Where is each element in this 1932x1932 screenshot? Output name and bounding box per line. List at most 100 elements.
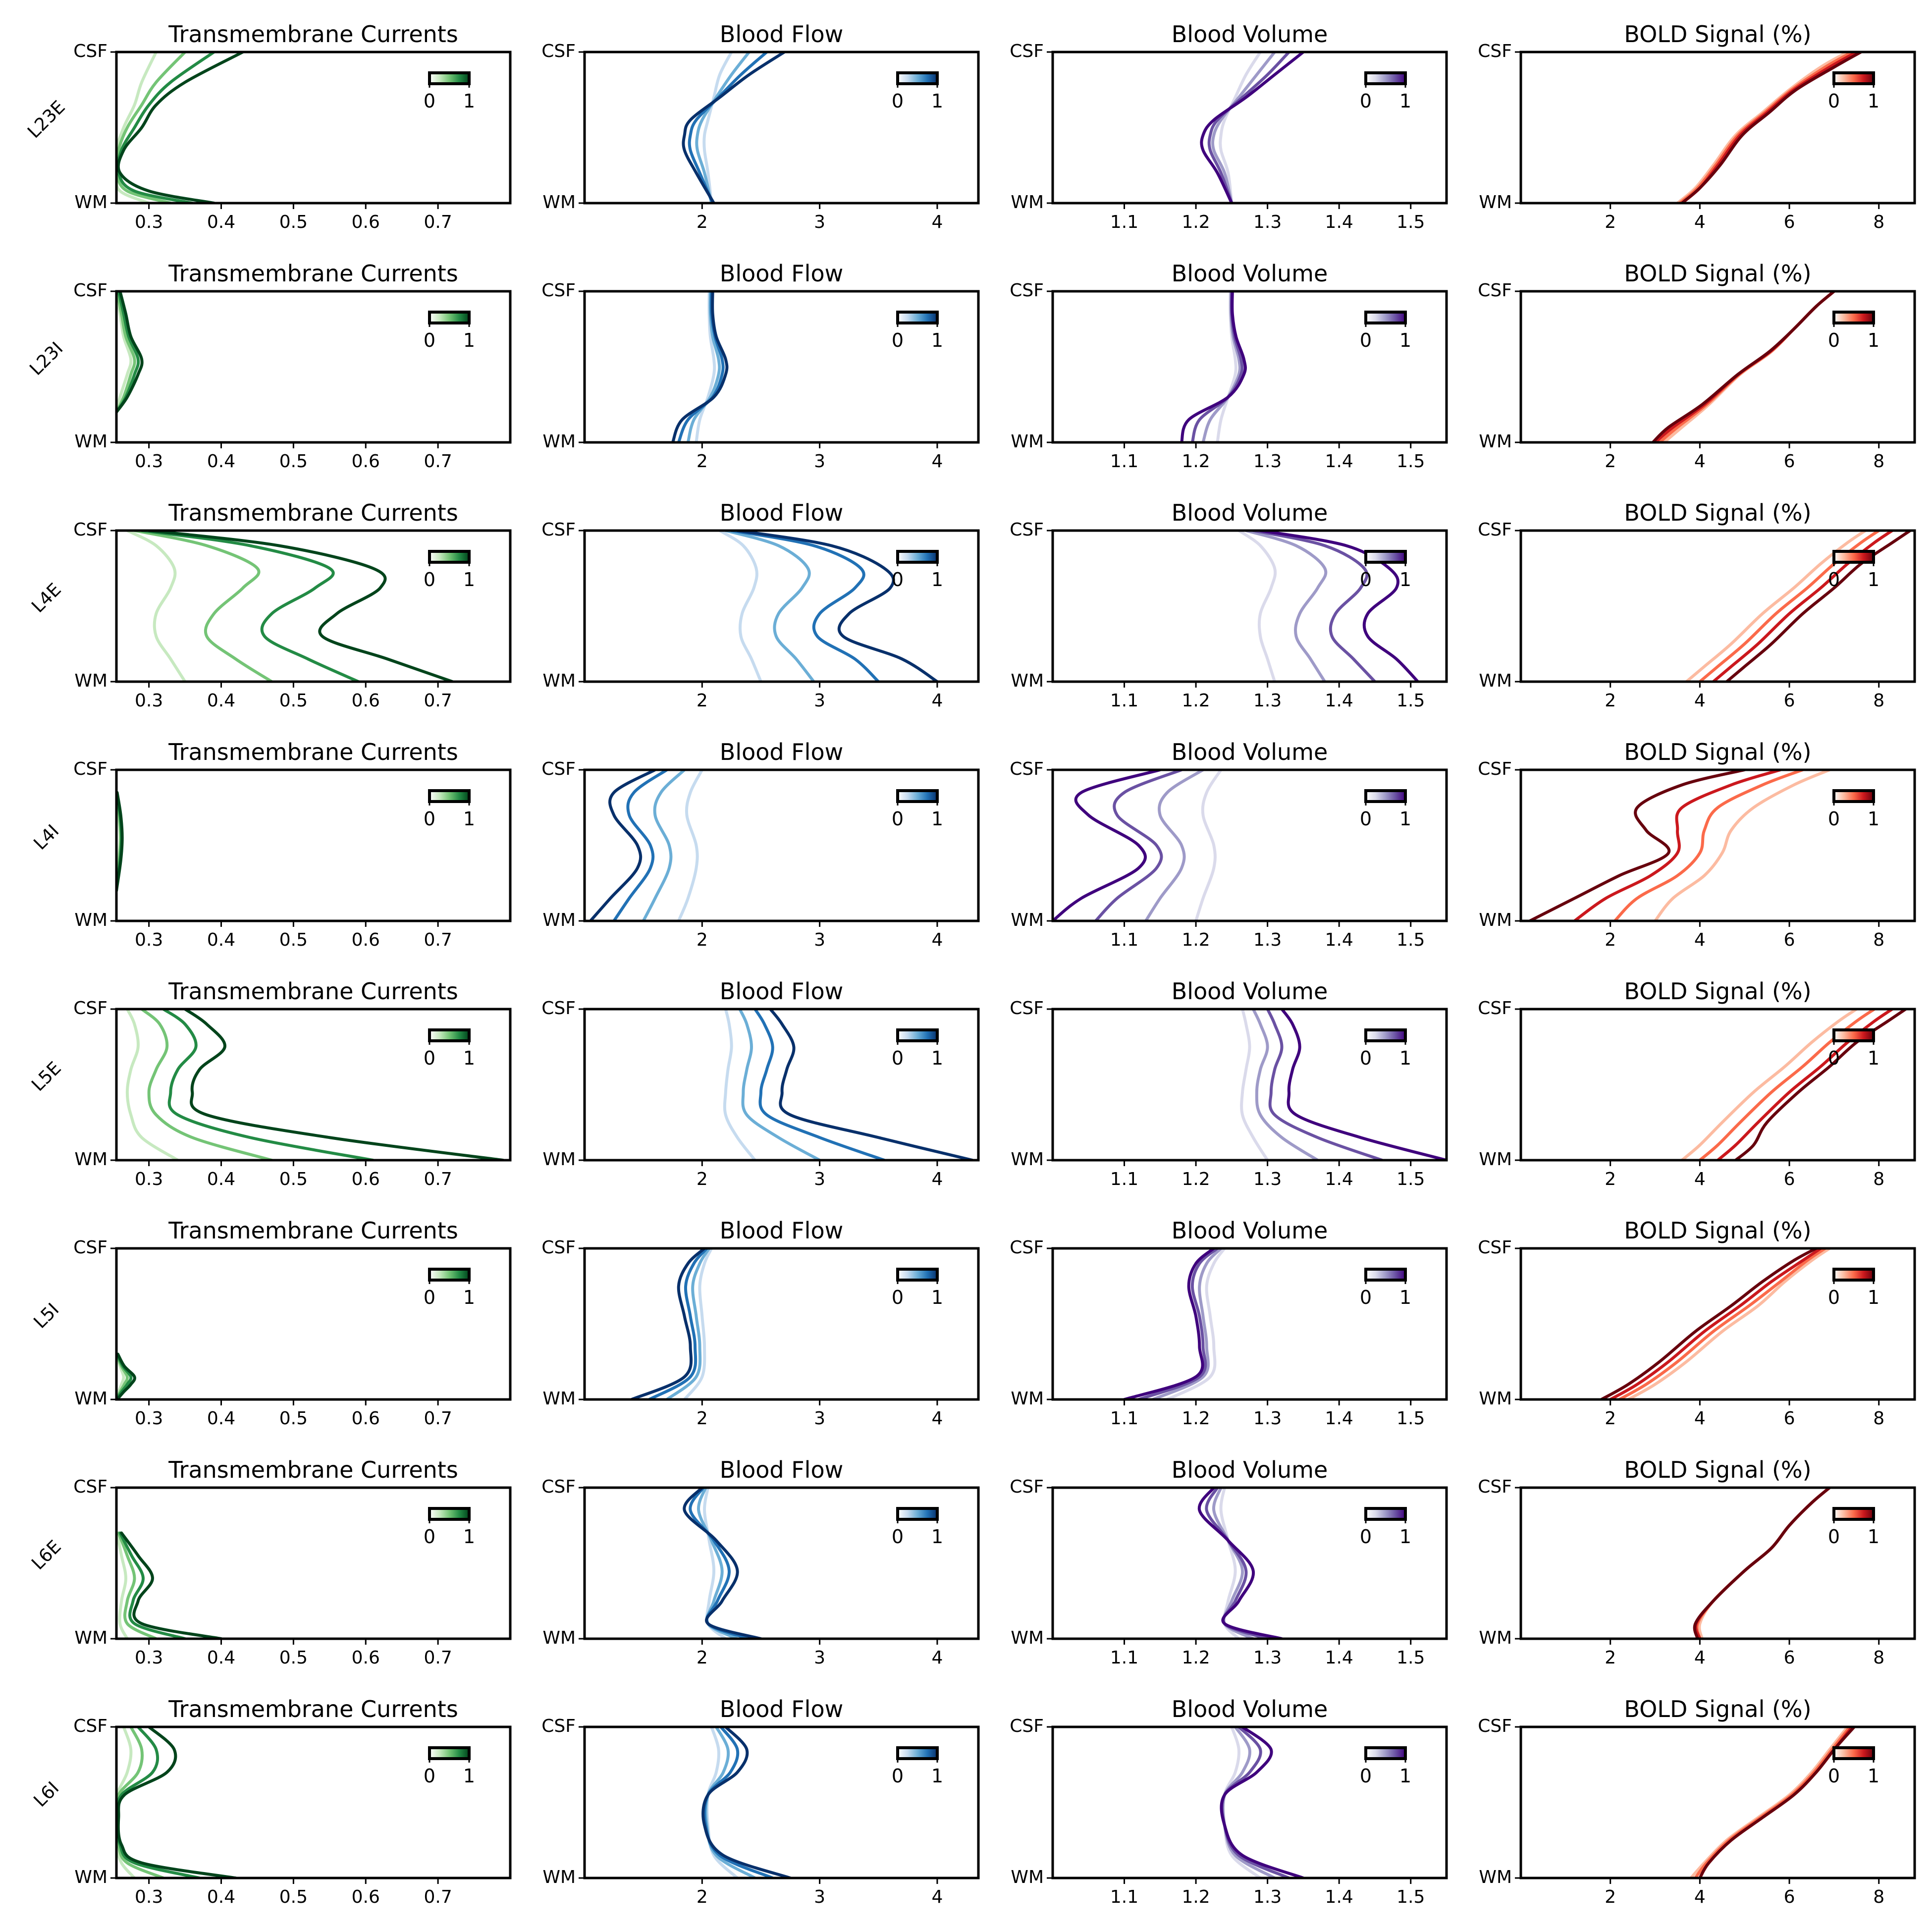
x-tick-label: 2 [1605,691,1616,711]
panel-l5i-0: Transmembrane Currents CSF WM 0.3 0.4 0.5 0.6 0… [73,1217,512,1429]
y-tick-label-wm: WM [1011,671,1044,691]
colorbar-tick-label: 1 [931,329,943,351]
panel-l6i-2: Blood Volume CSF WM 1.1 1.2 1.3 1.4 1.5 0 1 [1010,1696,1448,1907]
series-line-level-1 [589,770,657,921]
axes-frame [583,1008,980,1162]
y-tick-label-csf: CSF [73,759,107,779]
x-tick-label: 6 [1784,451,1795,472]
x-tick-label: 1.4 [1325,212,1353,232]
x-tick-label: 8 [1873,1887,1884,1907]
series-line-level-1 [682,52,786,203]
colorbar-tick-label: 0 [892,1047,904,1069]
x-tick-label: 1.2 [1181,1169,1210,1189]
y-tick-label-wm: WM [1011,1389,1044,1409]
y-tick-label-csf: CSF [73,280,107,301]
y-tick-label-wm: WM [1011,1867,1044,1887]
series-line-level-0.25 [116,52,158,203]
panel-title: BOLD Signal (%) [1624,1217,1811,1244]
series-line-level-0.5 [116,52,187,203]
colorbar-tick-label: 0 [424,1047,435,1069]
series-line-level-1 [671,291,729,442]
series-line-level-0.25 [1680,1009,1858,1160]
x-tick-label: 0.7 [424,1169,452,1189]
x-tick-label: 0.7 [424,1648,452,1668]
x-tick-label: 4 [1694,930,1706,950]
x-tick-label: 3 [814,691,825,711]
y-tick-label-wm: WM [1479,192,1512,213]
axes-frame [1051,51,1448,205]
axes-frame [583,51,980,205]
series-line-level-0.5 [738,1009,821,1160]
series-line-level-0.5 [1144,770,1205,921]
x-tick-label: 1.1 [1110,930,1138,950]
series-line-level-1 [116,791,124,892]
axes-frame [1519,1008,1916,1162]
x-tick-label: 6 [1784,691,1795,711]
series-line-level-1 [116,291,144,414]
colorbar-tick-label: 1 [1868,569,1879,590]
row-label-l6e: L6E [28,1537,65,1574]
x-tick-label: 1.4 [1325,1887,1353,1907]
row-label-l23e: L23E [24,97,69,143]
x-tick-label: 1.3 [1253,212,1282,232]
x-tick-label: 1.3 [1253,1648,1282,1668]
colorbar-tick-label: 0 [1828,329,1840,351]
x-tick-label: 3 [814,1408,825,1429]
colorbar-tick-label: 0 [424,1287,435,1308]
x-tick-label: 0.5 [279,1887,308,1907]
x-tick-label: 8 [1873,691,1884,711]
panel-l4i-0: Transmembrane Currents CSF WM 0.3 0.4 0.5 0.6 0… [73,739,512,950]
colorbar-tick-label: 1 [931,808,943,830]
panel-title: Transmembrane Currents [168,1456,458,1483]
colorbar-tick-label: 1 [931,1287,943,1308]
colorbar-tick-label: 0 [424,329,435,351]
colorbar-tick-label: 1 [1868,90,1879,112]
x-tick-label: 0.3 [135,1648,163,1668]
x-tick-label: 0.4 [207,930,235,950]
axes-frame [115,1008,512,1162]
panel-title: BOLD Signal (%) [1624,21,1811,48]
panel-title: Blood Volume [1172,739,1328,765]
y-tick-label-csf: CSF [541,1237,576,1258]
y-tick-label-wm: WM [1011,192,1044,213]
y-tick-label-wm: WM [74,192,107,213]
colorbar-tick-label: 1 [1399,329,1411,351]
panel-title: Transmembrane Currents [168,499,458,526]
x-tick-label: 0.7 [424,691,452,711]
colorbar [896,1268,939,1282]
colorbar [428,311,471,324]
y-tick-label-csf: CSF [1478,280,1512,301]
colorbar-tick-label: 1 [463,1765,475,1787]
x-tick-label: 0.5 [279,1408,308,1429]
y-tick-label-csf: CSF [1010,1716,1044,1736]
colorbar [896,311,939,324]
series-line-level-0.25 [116,1531,129,1639]
x-tick-label: 2 [697,212,708,232]
series-line-level-0.5 [1617,1248,1827,1399]
x-tick-label: 2 [1605,212,1616,232]
colorbar-tick-label: 0 [1828,1287,1840,1308]
series-line-level-1 [1197,1488,1284,1639]
x-tick-label: 0.5 [279,930,308,950]
panel-title: Blood Flow [720,1217,843,1244]
colorbar-tick-label: 0 [1828,90,1840,112]
x-tick-label: 8 [1873,1648,1884,1668]
x-tick-label: 0.4 [207,1169,235,1189]
colorbar-tick-label: 1 [1399,808,1411,830]
x-tick-label: 0.3 [135,1408,163,1429]
colorbar [896,71,939,85]
axes-frame [583,1247,980,1401]
y-tick-label-wm: WM [74,1149,107,1170]
panel-l5i-2: Blood Volume CSF WM 1.1 1.2 1.3 1.4 1.5 0 1 [1010,1217,1448,1429]
series-line-level-0.5 [665,1248,711,1399]
y-tick-label-csf: CSF [1478,998,1512,1019]
panel-title: Blood Volume [1172,1456,1328,1483]
panel-title: Transmembrane Currents [168,978,458,1005]
y-tick-label-csf: CSF [1010,759,1044,779]
panel-title: Transmembrane Currents [168,260,458,287]
y-tick-label-csf: CSF [1478,759,1512,779]
x-tick-label: 1.5 [1396,930,1425,950]
series-line-level-1 [1680,52,1863,203]
colorbar-tick-label: 0 [1828,1047,1840,1069]
x-tick-label: 4 [931,451,943,472]
